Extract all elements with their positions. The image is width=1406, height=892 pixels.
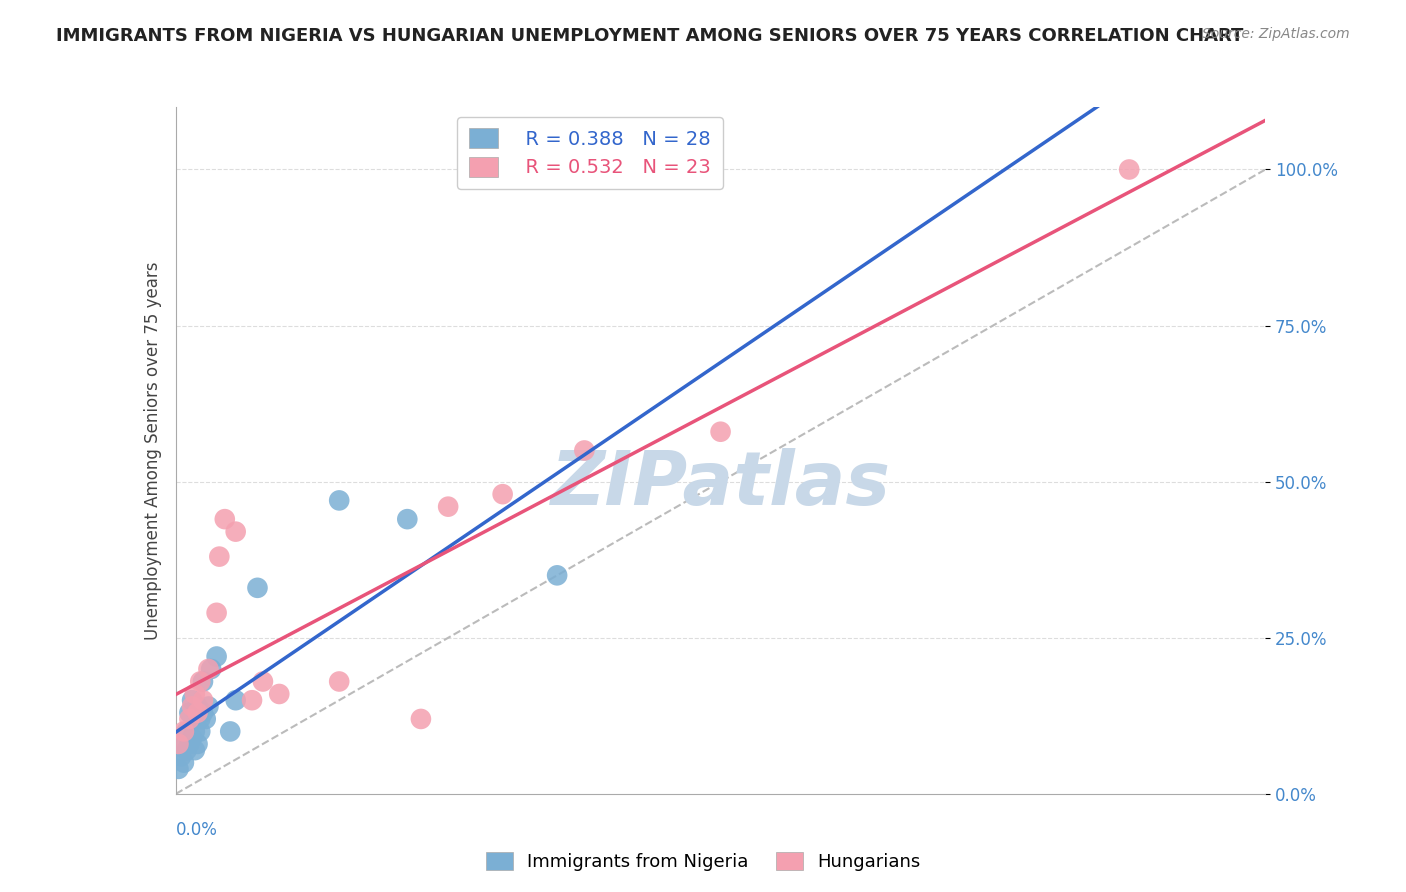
Point — [240, 693, 263, 707]
Text: IMMIGRANTS FROM NIGERIA VS HUNGARIAN UNEMPLOYMENT AMONG SENIORS OVER 75 YEARS CO: IMMIGRANTS FROM NIGERIA VS HUNGARIAN UNE… — [56, 27, 1244, 45]
Point — [173, 724, 195, 739]
Point — [269, 687, 291, 701]
Point — [225, 524, 247, 539]
Point — [167, 762, 190, 776]
Text: ZIPatlas: ZIPatlas — [551, 449, 890, 521]
Point — [186, 737, 209, 751]
Y-axis label: Unemployment Among Seniors over 75 years: Unemployment Among Seniors over 75 years — [143, 261, 162, 640]
Point — [179, 712, 201, 726]
Point — [710, 425, 733, 439]
Point — [205, 649, 228, 664]
Point — [179, 737, 201, 751]
Point — [167, 737, 190, 751]
Point — [396, 512, 419, 526]
Point — [252, 674, 274, 689]
Text: 0.0%: 0.0% — [176, 822, 218, 839]
Point — [208, 549, 231, 564]
Point — [186, 706, 209, 720]
Point — [176, 724, 198, 739]
Point — [184, 724, 207, 739]
Point — [328, 674, 350, 689]
Point — [188, 712, 211, 726]
Point — [197, 662, 219, 676]
Point — [184, 743, 207, 757]
Legend: Immigrants from Nigeria, Hungarians: Immigrants from Nigeria, Hungarians — [478, 845, 928, 879]
Point — [179, 706, 201, 720]
Point — [225, 693, 247, 707]
Point — [176, 743, 198, 757]
Point — [188, 674, 211, 689]
Point — [181, 699, 204, 714]
Point — [184, 687, 207, 701]
Text: Source: ZipAtlas.com: Source: ZipAtlas.com — [1202, 27, 1350, 41]
Legend:   R = 0.388   N = 28,   R = 0.532   N = 23: R = 0.388 N = 28, R = 0.532 N = 23 — [457, 117, 723, 189]
Point — [1118, 162, 1140, 177]
Point — [219, 724, 242, 739]
Point — [186, 699, 209, 714]
Point — [409, 712, 432, 726]
Point — [200, 662, 222, 676]
Point — [194, 712, 217, 726]
Point — [181, 731, 204, 745]
Point — [191, 674, 214, 689]
Point — [214, 512, 236, 526]
Point — [191, 706, 214, 720]
Point — [197, 699, 219, 714]
Point — [173, 737, 195, 751]
Point — [328, 493, 350, 508]
Point — [574, 443, 596, 458]
Point — [246, 581, 269, 595]
Point — [191, 693, 214, 707]
Point — [492, 487, 515, 501]
Point — [181, 693, 204, 707]
Point — [170, 749, 193, 764]
Point — [173, 756, 195, 770]
Point — [437, 500, 460, 514]
Point — [546, 568, 568, 582]
Point — [205, 606, 228, 620]
Point — [188, 724, 211, 739]
